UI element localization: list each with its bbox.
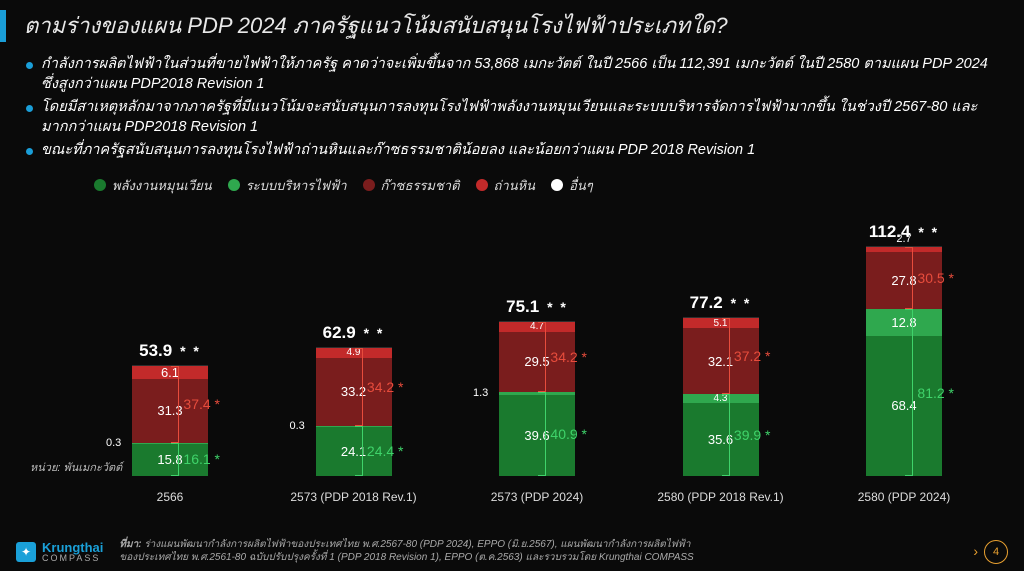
bracket-red: 30.5 *: [905, 247, 954, 310]
legend-item: อื่นๆ: [551, 175, 593, 196]
legend-item: พลังงานหมุนเวียน: [94, 175, 212, 196]
bracket-green: 81.2 *: [905, 309, 954, 475]
bracket-label: 81.2 *: [917, 385, 954, 401]
bracket-label: 34.2 *: [367, 379, 404, 395]
bracket-label: 16.1 *: [183, 451, 220, 467]
legend-label: ระบบบริหารไฟฟ้า: [246, 175, 347, 196]
bracket-line: [171, 443, 179, 476]
brand-icon: ✦: [16, 542, 36, 562]
segment-value-label: 2.7: [896, 233, 911, 245]
legend-label: พลังงานหมุนเวียน: [112, 175, 212, 196]
title-accent-bar: [0, 10, 6, 42]
segment-value-label: 1.3: [473, 387, 488, 399]
footer-brand-text: Krungthai COMPASS: [42, 541, 103, 563]
x-axis-label: 2580 (PDP 2024): [824, 490, 984, 504]
bracket-line: [905, 247, 913, 310]
page-number: 4: [993, 546, 999, 558]
bar-total-label: 53.9 * *: [139, 341, 201, 361]
bullet-item: ขณะที่ภาครัฐสนับสนุนการลงทุนโรงไฟฟ้าถ่าน…: [26, 141, 1004, 161]
bullet-item: โดยมีสาเหตุหลักมาจากภาครัฐที่มีแนวโน้มจะ…: [26, 98, 1004, 137]
source-text-2: ของประเทศไทย พ.ศ.2561-80 ฉบับปรับปรุงครั…: [119, 552, 693, 563]
legend-swatch: [94, 179, 106, 191]
legend-item: ก๊าซธรรมชาติ: [363, 175, 460, 196]
x-axis-label: 2566: [90, 490, 250, 504]
bracket-label: 37.4 *: [183, 396, 220, 412]
title-bar: ตามร่างของแผน PDP 2024 ภาครัฐแนวโน้มสนับ…: [0, 0, 1024, 51]
bracket-line: [355, 426, 363, 476]
bullet-text: โดยมีสาเหตุหลักมาจากภาครัฐที่มีแนวโน้มจะ…: [41, 98, 1004, 137]
legend-label: อื่นๆ: [569, 175, 593, 196]
page-number-badge: 4: [984, 540, 1008, 564]
bracket-green: 24.4 *: [355, 426, 404, 476]
bar-stack: 68.412.827.82.781.2 *30.5 *: [866, 246, 942, 476]
brand-main: Krungthai: [42, 541, 103, 554]
source-text-1: ร่างแผนพัฒนากำลังการผลิตไฟฟ้าของประเทศไท…: [144, 539, 690, 550]
bar-column: 77.2 * * 35.64.332.15.139.9 *37.2 *: [641, 293, 801, 476]
bracket-line: [722, 318, 730, 394]
bullet-dot-icon: [26, 105, 33, 112]
bracket-green: 40.9 *: [538, 392, 587, 476]
bar-column: 75.1 * * 39.61.329.54.740.9 *34.2 *: [457, 297, 617, 476]
page-title: ตามร่างของแผน PDP 2024 ภาครัฐแนวโน้มสนับ…: [24, 8, 728, 43]
bullet-text: ขณะที่ภาครัฐสนับสนุนการลงทุนโรงไฟฟ้าถ่าน…: [41, 141, 755, 161]
legend-swatch: [476, 179, 488, 191]
bracket-line: [905, 309, 913, 475]
footer: ✦ Krungthai COMPASS ที่มา: ร่างแผนพัฒนาก…: [0, 531, 1024, 571]
brand-sub: COMPASS: [42, 554, 103, 563]
bar-column: 112.4 * *68.412.827.82.781.2 *30.5 *: [824, 222, 984, 476]
bracket-red: 34.2 *: [355, 348, 404, 426]
x-axis-label: 2573 (PDP 2024): [457, 490, 617, 504]
bullet-text: กำลังการผลิตไฟฟ้าในส่วนที่ขายไฟฟ้าให้ภาค…: [41, 55, 1004, 94]
chart-legend: พลังงานหมุนเวียน ระบบบริหารไฟฟ้า ก๊าซธรรมช…: [0, 171, 1024, 200]
bullet-list: กำลังการผลิตไฟฟ้าในส่วนที่ขายไฟฟ้าให้ภาค…: [0, 51, 1024, 171]
bullet-dot-icon: [26, 62, 33, 69]
legend-swatch: [228, 179, 240, 191]
bracket-green: 39.9 *: [722, 394, 771, 476]
bars-row: 53.9 * * 15.80.331.36.116.1 *37.4 * 62.9 *…: [90, 216, 984, 476]
footer-logo: ✦ Krungthai COMPASS: [16, 541, 103, 563]
bar-total-label: 62.9 * *: [323, 323, 385, 343]
legend-item: ถ่านหิน: [476, 175, 536, 196]
legend-swatch: [551, 179, 563, 191]
bar-total-label: 77.2 * *: [690, 293, 752, 313]
bullet-dot-icon: [26, 148, 33, 155]
legend-label: ก๊าซธรรมชาติ: [381, 175, 460, 196]
bracket-red: 37.4 *: [171, 366, 220, 443]
bracket-red: 37.2 *: [722, 318, 771, 394]
x-axis-label: 2580 (PDP 2018 Rev.1): [641, 490, 801, 504]
bar-stack: 15.80.331.36.116.1 *37.4 *: [132, 365, 208, 476]
bar-total-label: 75.1 * *: [506, 297, 568, 317]
bar-column: 62.9 * * 24.10.333.24.924.4 *34.2 *: [274, 323, 434, 476]
bar-stack: 24.10.333.24.924.4 *34.2 *: [316, 347, 392, 476]
bullet-item: กำลังการผลิตไฟฟ้าในส่วนที่ขายไฟฟ้าให้ภาค…: [26, 55, 1004, 94]
bracket-label: 40.9 *: [550, 426, 587, 442]
chevron-icon: ›: [973, 543, 978, 559]
segment-value-label: 0.3: [290, 420, 305, 432]
bracket-line: [538, 322, 546, 392]
bracket-label: 34.2 *: [550, 349, 587, 365]
bracket-label: 37.2 *: [734, 348, 771, 364]
bracket-line: [538, 392, 546, 476]
bracket-line: [171, 366, 179, 443]
segment-value-label: 0.3: [106, 437, 121, 449]
legend-item: ระบบบริหารไฟฟ้า: [228, 175, 347, 196]
bar-stack: 39.61.329.54.740.9 *34.2 *: [499, 321, 575, 476]
stacked-bar-chart: หน่วย: พันเมกะวัตต์ 53.9 * *15.80.331.36…: [90, 204, 984, 504]
source-label: ที่มา:: [119, 539, 141, 550]
legend-swatch: [363, 179, 375, 191]
footer-source: ที่มา: ร่างแผนพัฒนากำลังการผลิตไฟฟ้าของป…: [119, 539, 984, 564]
legend-label: ถ่านหิน: [494, 175, 536, 196]
bracket-line: [722, 394, 730, 476]
bar-stack: 35.64.332.15.139.9 *37.2 *: [683, 317, 759, 476]
bar-column: 53.9 * * 15.80.331.36.116.1 *37.4 *: [90, 341, 250, 476]
x-axis: 2566 2573 (PDP 2018 Rev.1) 2573 (PDP 2024)…: [90, 490, 984, 504]
bracket-label: 24.4 *: [367, 443, 404, 459]
brand-glyph: ✦: [21, 545, 31, 559]
bracket-red: 34.2 *: [538, 322, 587, 392]
bracket-green: 16.1 *: [171, 443, 220, 476]
bracket-label: 30.5 *: [917, 270, 954, 286]
bracket-label: 39.9 *: [734, 427, 771, 443]
x-axis-label: 2573 (PDP 2018 Rev.1): [274, 490, 434, 504]
bracket-line: [355, 348, 363, 426]
